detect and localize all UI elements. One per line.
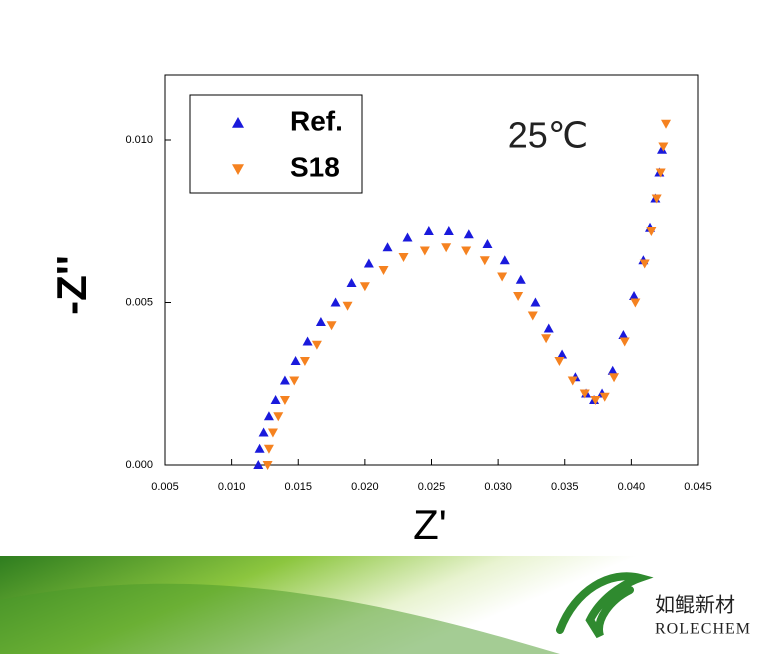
data-point [382, 242, 393, 252]
y-tick-label: 0.005 [125, 296, 153, 308]
x-tick-label: 0.010 [218, 481, 246, 493]
data-point [515, 274, 526, 284]
data-point [657, 144, 668, 154]
legend-label: S18 [290, 151, 340, 182]
data-point [254, 443, 265, 453]
data-point [315, 317, 326, 326]
data-point [326, 321, 337, 331]
data-point [299, 357, 310, 366]
data-point [270, 395, 281, 404]
x-tick-label: 0.025 [418, 481, 446, 493]
data-point [609, 373, 620, 383]
data-point [557, 349, 568, 359]
data-point [527, 311, 538, 321]
data-point [463, 229, 474, 239]
y-tick-label: 0.010 [125, 134, 153, 146]
x-tick-label: 0.005 [151, 481, 179, 493]
data-point [497, 272, 508, 282]
data-point [651, 194, 662, 204]
data-point [618, 330, 629, 339]
data-point [419, 246, 430, 256]
data-point [541, 334, 552, 344]
x-tick-label: 0.030 [484, 481, 512, 493]
data-point [402, 232, 413, 242]
data-point [461, 246, 472, 256]
data-point [359, 282, 370, 292]
legend-box [189, 94, 363, 194]
data-point [599, 392, 610, 402]
data-point [263, 444, 274, 454]
data-point [543, 323, 554, 333]
data-point [579, 389, 590, 399]
data-point [567, 376, 578, 386]
data-point [661, 119, 672, 129]
data-point [253, 460, 264, 469]
data-point [658, 142, 669, 152]
data-point [273, 412, 284, 422]
logo-en: ROLECHEM [655, 621, 751, 638]
data-point [590, 396, 601, 405]
data-point [629, 291, 640, 300]
data-point [378, 266, 389, 275]
data-point [302, 336, 313, 346]
y-axis-label: -Z'' [48, 255, 95, 315]
data-point [554, 357, 565, 366]
legend-marker [232, 164, 244, 175]
x-axis-label: Z' [413, 501, 447, 548]
data-point [482, 239, 493, 248]
data-point [363, 258, 374, 268]
logo-mark [556, 572, 654, 639]
data-point [646, 227, 657, 236]
data-point [639, 259, 650, 269]
data-point [263, 411, 274, 421]
x-tick-label: 0.040 [618, 481, 646, 493]
data-point [342, 301, 353, 311]
data-point [619, 337, 630, 347]
data-point [311, 340, 322, 350]
legend-marker [232, 117, 244, 128]
data-point [398, 253, 409, 262]
footer-swoosh [0, 583, 560, 654]
data-point [262, 461, 273, 470]
x-tick-label: 0.015 [284, 481, 312, 493]
x-tick-label: 0.045 [684, 481, 712, 493]
data-point [279, 396, 290, 405]
data-point [330, 297, 341, 307]
x-tick-label: 0.020 [351, 481, 379, 493]
data-point [530, 297, 541, 307]
data-point [279, 375, 290, 385]
data-point [290, 356, 301, 365]
logo-cn: 如鲲新材 [655, 593, 735, 617]
legend-label: Ref. [290, 105, 343, 136]
data-point [258, 427, 269, 437]
data-point [289, 376, 300, 386]
data-point [655, 168, 666, 178]
data-point [423, 226, 434, 235]
data-point [346, 278, 357, 287]
data-point [267, 428, 278, 438]
data-point [630, 298, 641, 308]
data-point [513, 292, 524, 301]
data-point [607, 365, 618, 375]
data-point [479, 256, 490, 266]
y-tick-label: 0.000 [125, 459, 153, 471]
data-point [443, 226, 454, 235]
data-point [499, 255, 510, 265]
annotation: 25℃ [508, 115, 588, 156]
x-tick-label: 0.035 [551, 481, 579, 493]
data-point [441, 243, 452, 253]
